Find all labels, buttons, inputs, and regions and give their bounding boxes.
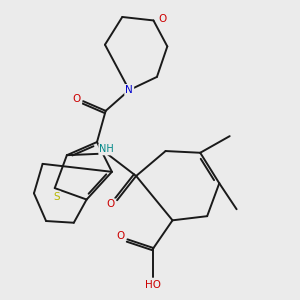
Text: NH: NH [99, 144, 114, 154]
Text: O: O [116, 231, 125, 241]
Text: O: O [158, 14, 166, 24]
Text: S: S [53, 192, 60, 202]
Text: O: O [107, 200, 115, 209]
Text: HO: HO [146, 280, 161, 290]
Text: N: N [125, 85, 133, 95]
Text: O: O [73, 94, 81, 104]
